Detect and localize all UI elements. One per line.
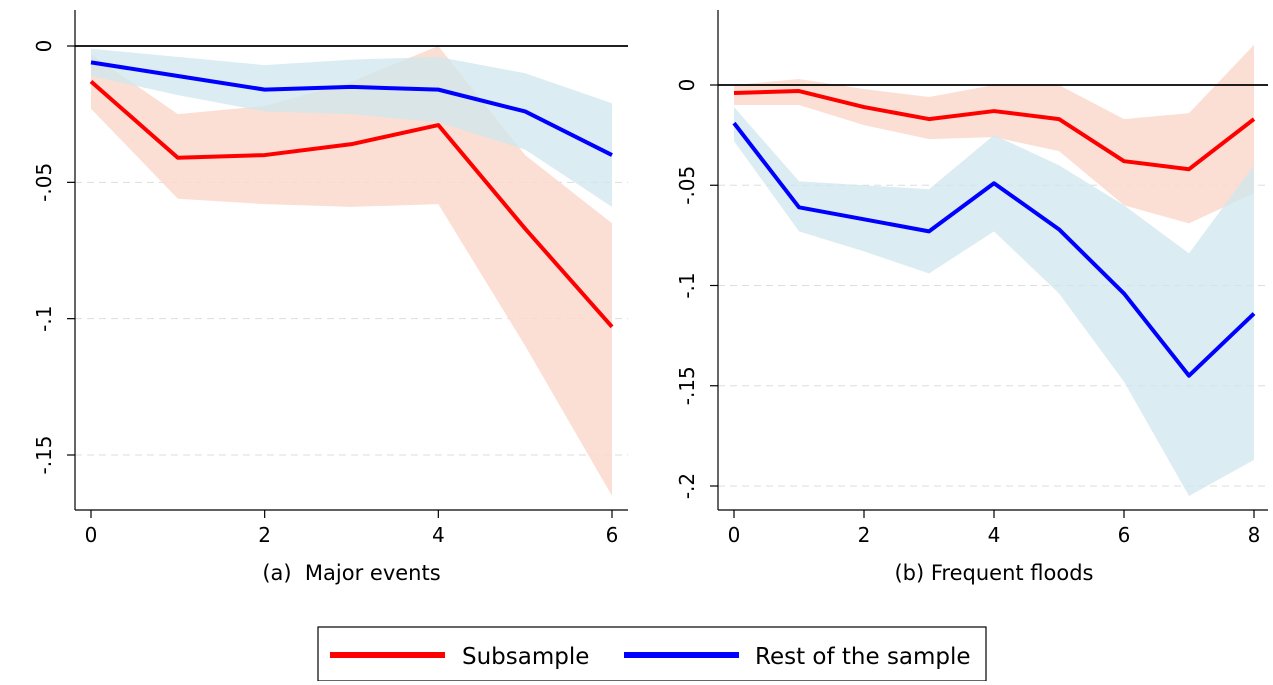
y-tick-label: -.05 bbox=[675, 166, 699, 205]
x-tick-label: 0 bbox=[85, 523, 98, 547]
series-line-subsample bbox=[89, 79, 614, 329]
x-tick-label: 8 bbox=[1248, 523, 1261, 547]
x-tick-label: 6 bbox=[1118, 523, 1131, 547]
x-tick-label: 4 bbox=[432, 523, 445, 547]
legend-subsample-label: Subsample bbox=[462, 644, 589, 670]
y-tick-label: -.15 bbox=[675, 366, 699, 405]
x-tick-label: 2 bbox=[858, 523, 871, 547]
y-tick-label: 0 bbox=[675, 79, 699, 92]
confidence-band-rest bbox=[734, 107, 1254, 497]
y-tick-label: -.1 bbox=[32, 306, 56, 332]
legend: Subsample Rest of the sample bbox=[317, 626, 987, 682]
y-tick-label: -.15 bbox=[32, 435, 56, 474]
panel-title: (a) Major events bbox=[262, 561, 440, 585]
panel-title: (b) Frequent floods bbox=[894, 561, 1093, 585]
confidence-band-subsample bbox=[734, 44, 1254, 224]
x-tick-label: 0 bbox=[728, 523, 741, 547]
y-tick-label: -.05 bbox=[32, 163, 56, 202]
y-tick-label: 0 bbox=[32, 40, 56, 53]
y-tick-label: -.2 bbox=[675, 473, 699, 499]
x-tick-label: 4 bbox=[988, 523, 1001, 547]
x-tick-label: 2 bbox=[258, 523, 271, 547]
series-line-rest bbox=[90, 60, 613, 157]
series-line-rest bbox=[732, 121, 1256, 378]
panel-frequent-floods: 0 -.05 -.1 -.15 -.2 0 2 4 6 8 (b) Frequent floods bbox=[675, 10, 1268, 585]
y-tick-label: -.1 bbox=[675, 272, 699, 298]
series-line-subsample bbox=[733, 89, 1256, 172]
legend-rest-label: Rest of the sample bbox=[755, 644, 971, 670]
confidence-band-rest bbox=[91, 48, 612, 207]
panel-major-events: 0 -.05 -.1 -.15 0 2 4 6 (a) Major events bbox=[32, 10, 628, 585]
confidence-band-subsample bbox=[91, 46, 612, 496]
x-tick-label: 6 bbox=[606, 523, 619, 547]
